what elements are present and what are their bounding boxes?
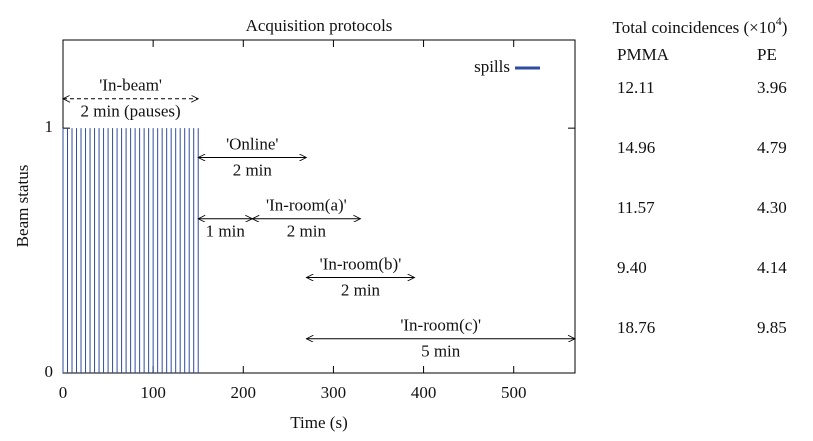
- annotation-sublabel: 5 min: [421, 342, 461, 361]
- annotation-sublabel: 2 min: [341, 280, 381, 299]
- table-cell: 14.96: [617, 138, 655, 157]
- x-tick-label: 400: [411, 383, 437, 402]
- table-title-end: ): [782, 18, 788, 37]
- legend-label: spills: [474, 57, 510, 76]
- x-tick-label: 200: [231, 383, 257, 402]
- table-title-text: Total coincidences (×10: [613, 18, 776, 37]
- annotation-label: 'In-room(b)': [320, 254, 402, 273]
- table-title-exp: 4: [776, 14, 782, 28]
- y-tick-label: 1: [45, 117, 54, 136]
- table-cell: 12.11: [617, 78, 655, 97]
- x-axis-label: Time (s): [290, 413, 347, 432]
- annotation-label: 'Online': [226, 134, 278, 153]
- table-cell: 11.57: [617, 198, 655, 217]
- annotation-label: 'In-beam': [99, 76, 162, 95]
- table-cell: 9.40: [617, 258, 647, 277]
- table-cell: 4.14: [757, 258, 787, 277]
- table-cell: 3.96: [757, 78, 787, 97]
- table-header: PMMA: [617, 45, 670, 64]
- table-cell: 9.85: [757, 318, 787, 337]
- x-tick-label: 0: [59, 383, 68, 402]
- table-header: PE: [757, 45, 777, 64]
- x-tick-label: 500: [501, 383, 527, 402]
- table-title: Total coincidences (×104): [613, 14, 788, 37]
- annotation-sublabel: 1 min: [206, 222, 246, 241]
- annotation-label: 'In-room(c)': [400, 316, 481, 335]
- table-cell: 4.79: [757, 138, 787, 157]
- x-tick-label: 100: [140, 383, 166, 402]
- y-tick-label: 0: [45, 362, 54, 381]
- annotation-label: 'In-room(a)': [266, 196, 347, 215]
- chart-title: Acquisition protocols: [246, 16, 393, 35]
- annotation-sublabel: 2 min (pauses): [81, 102, 181, 121]
- y-axis-label: Beam status: [13, 165, 32, 248]
- annotation-sublabel: 2 min: [287, 222, 327, 241]
- table-cell: 4.30: [757, 198, 787, 217]
- annotation-sublabel: 2 min: [233, 160, 273, 179]
- x-tick-label: 300: [321, 383, 347, 402]
- table-cell: 18.76: [617, 318, 655, 337]
